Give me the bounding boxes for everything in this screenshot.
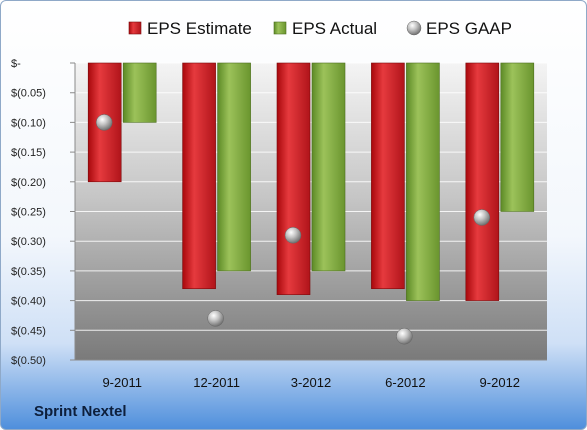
legend-swatch [273,21,287,35]
eps-gaap-point [95,114,113,131]
legend-swatch [406,20,422,36]
x-tick-label: 6-2012 [385,375,425,390]
gaap-points [95,114,491,345]
eps-actual-bar [217,62,251,272]
eps-gaap-point [284,227,302,244]
legend-label: EPS Actual [292,19,377,38]
legend-label: EPS Estimate [147,19,252,38]
x-tick-label: 9-2011 [102,375,142,390]
eps-estimate-bar [465,62,500,301]
y-tick-label: $- [11,58,21,70]
eps-actual-bar [122,62,157,123]
y-tick-label: $(0.10) [11,117,46,129]
legend: EPS Estimate EPS Actual EPS GAAP [128,19,512,38]
y-tick-label: $(0.20) [11,177,46,189]
x-tick-label: 3-2012 [291,375,331,390]
y-axis-labels: $- $(0.05) $(0.10) $(0.15) $(0.20) $(0.25) $(0… [11,58,46,367]
company-name: Sprint Nextel [34,403,127,420]
x-tick-label: 12-2011 [193,375,240,390]
x-tick-label: 9-2012 [480,375,520,390]
eps-estimate-bar [182,62,216,290]
legend-swatch [128,21,142,35]
eps-actual-bar [406,62,440,301]
eps-gaap-point [396,327,413,345]
y-tick-label: $(0.30) [11,236,46,248]
y-tick-label: $(0.25) [11,207,46,219]
y-tick-label: $(0.35) [11,266,46,278]
eps-actual-bar [311,62,346,272]
bars [87,62,535,301]
y-tick-label: $(0.05) [11,88,46,100]
y-tick-label: $(0.45) [11,325,46,337]
eps-estimate-bar [371,62,405,290]
eps-gaap-point [473,209,491,226]
eps-estimate-bar [276,62,311,295]
x-axis-labels: 9-2011 12-2011 3-2012 6-2012 9-2012 [102,375,520,390]
y-tick-label: $(0.50) [11,355,46,367]
eps-gaap-point [207,310,224,327]
y-tick-label: $(0.40) [11,296,46,308]
legend-label: EPS GAAP [426,19,512,38]
eps-actual-bar [500,62,535,212]
y-tick-label: $(0.15) [11,147,46,159]
